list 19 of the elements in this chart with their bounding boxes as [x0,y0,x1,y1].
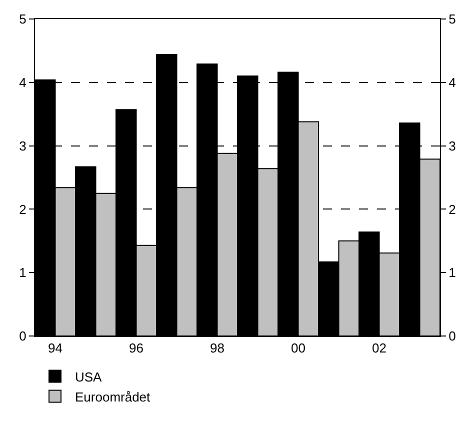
y2-tick-label: 5 [448,12,456,27]
y-tick-label: 5 [19,12,26,27]
x-tick-label: 00 [291,340,306,356]
y2-tick-label: 2 [448,202,456,217]
y-tick-label: 1 [19,265,26,280]
y2-tick-label: 1 [448,265,456,280]
legend-label: Euroområdet [75,389,151,404]
x-tick-label: 94 [48,340,62,356]
x-tick-label: 96 [129,340,144,356]
y2-tick-label: 0 [448,328,456,344]
x-tick-label: 98 [210,340,224,356]
y-tick-label: 2 [19,202,26,217]
y2-tick-label: 3 [448,138,456,154]
y-tick-label: 4 [19,74,26,90]
x-tick-label: 02 [372,340,386,356]
legend-label: USA [75,369,102,384]
y-tick-label: 0 [19,328,26,344]
y-tick-label: 3 [19,138,26,154]
y2-tick-label: 4 [448,74,456,90]
